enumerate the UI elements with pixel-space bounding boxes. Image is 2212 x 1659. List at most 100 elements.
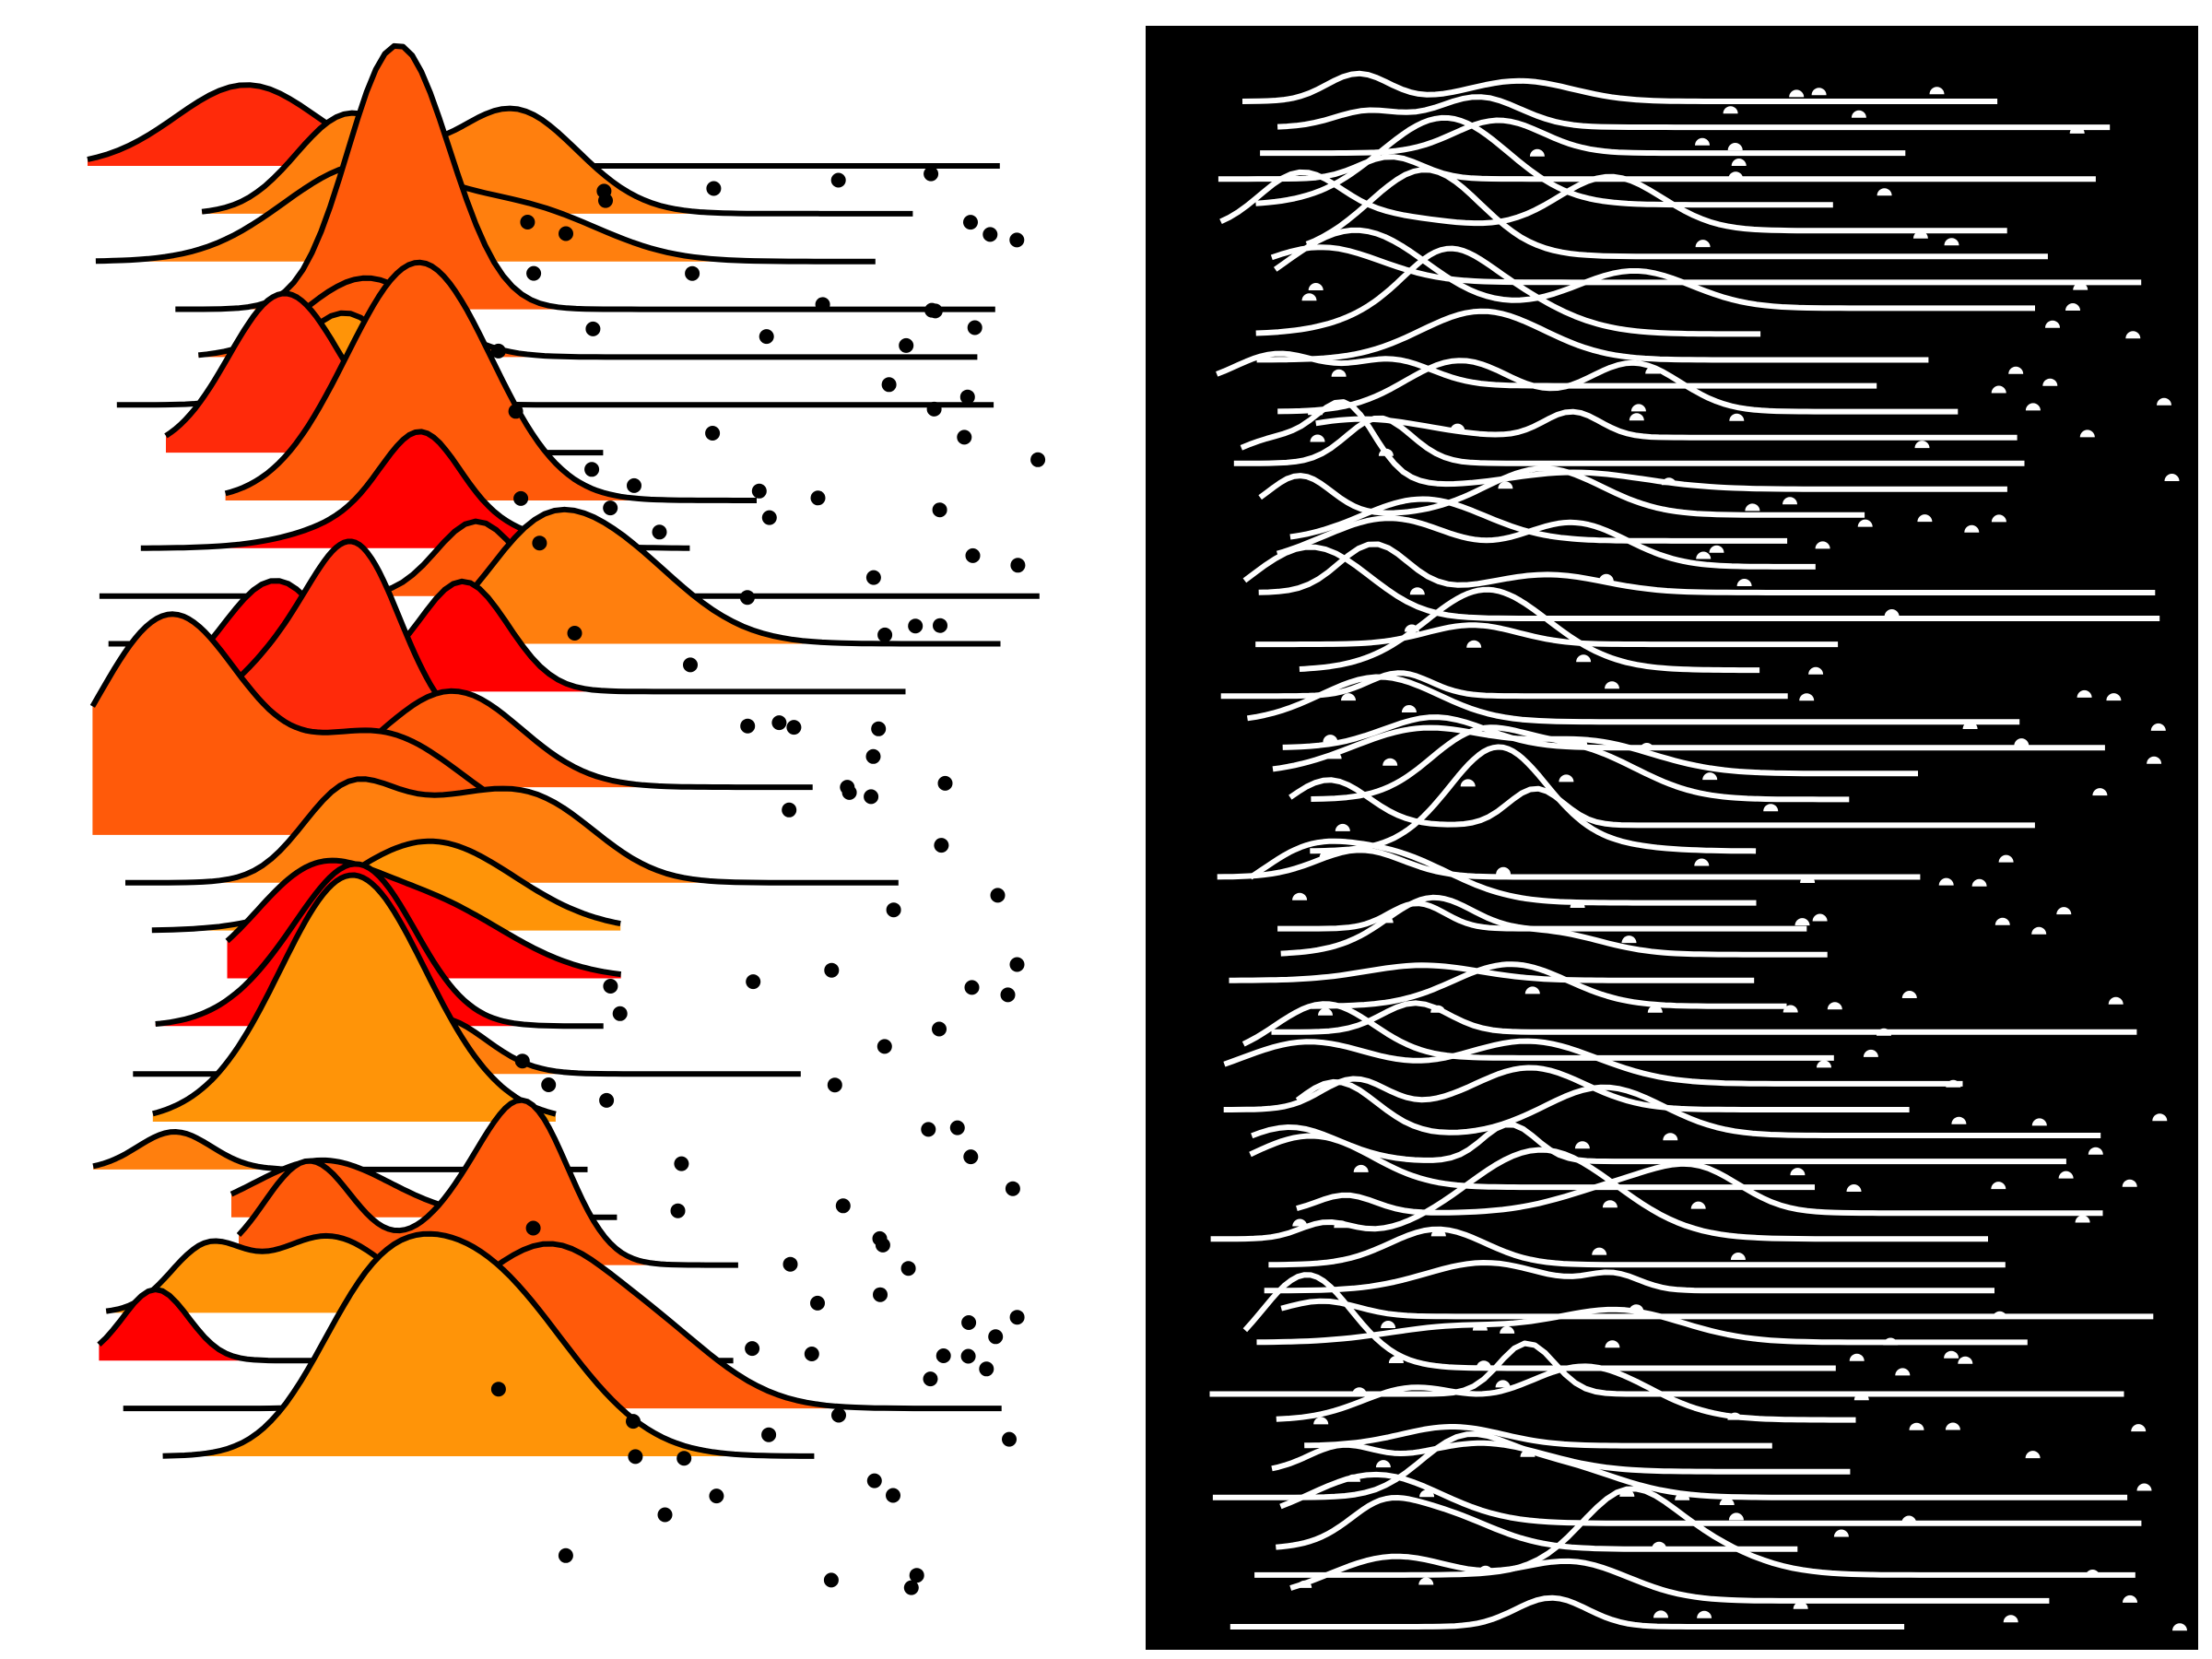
right-dot (1696, 551, 1712, 559)
right-dot (1695, 137, 1710, 146)
left-dot (782, 1256, 798, 1272)
left-dot (830, 172, 846, 188)
right-dot (1991, 385, 2006, 394)
right-dot (1728, 171, 1744, 180)
left-dot (746, 974, 761, 990)
left-dot (759, 329, 774, 345)
right-ridge-line (1249, 838, 1757, 906)
right-ridge-line (1223, 1038, 1963, 1087)
left-ridge-outline (125, 776, 899, 886)
right-dot (1619, 1488, 1635, 1497)
right-dot (1794, 918, 1810, 926)
right-dot (1335, 823, 1350, 831)
right-dot (1472, 1323, 1488, 1331)
right-dot (1496, 866, 1512, 875)
right-dot (2106, 693, 2122, 701)
left-ridge-outline (155, 861, 604, 1030)
right-dot (1381, 1321, 1396, 1328)
right-dot (1917, 514, 1933, 523)
left-dot (677, 1451, 692, 1466)
right-dot (2122, 1179, 2137, 1187)
right-dot (2025, 403, 2041, 411)
right-dot (1353, 1164, 1369, 1172)
left-dot (567, 626, 582, 641)
right-dot (1653, 1610, 1668, 1618)
left-ridge-outline (95, 160, 876, 265)
right-dot (1574, 1141, 1590, 1149)
right-dot (1851, 110, 1866, 118)
right-ridge-line (1304, 1424, 1772, 1449)
right-ridge-line (1251, 1122, 2066, 1165)
right-dot (1964, 524, 1980, 533)
left-dot (810, 1295, 825, 1311)
right-ridgeline-panel (1209, 70, 2160, 1630)
right-dot (1378, 448, 1394, 456)
right-dot (2003, 1615, 2018, 1623)
right-dot (1308, 283, 1324, 290)
right-dot (1846, 1184, 1862, 1192)
right-dot (1520, 1449, 1535, 1457)
right-dot (1857, 519, 1873, 527)
left-dot (840, 780, 855, 795)
left-ridge-outline (123, 1241, 1002, 1412)
right-dot (1621, 935, 1637, 944)
right-dot (1466, 640, 1482, 648)
right-ridge-line (1219, 169, 2007, 234)
right-dot (1877, 1028, 1891, 1036)
right-ridge-line (1270, 244, 2142, 286)
right-dot (1912, 230, 1928, 239)
left-dot (520, 215, 535, 229)
right-dot (1570, 900, 1585, 908)
left-dot (584, 462, 600, 477)
right-dot (1401, 705, 1417, 712)
left-ridge-fill (152, 875, 556, 1122)
right-dot (1962, 722, 1978, 729)
left-ridge-outline (122, 578, 906, 695)
right-dot (1629, 413, 1644, 421)
left-dot (871, 721, 887, 736)
right-dot (1419, 1489, 1435, 1498)
left-dot (965, 547, 981, 563)
right-dot (1853, 1393, 1869, 1401)
right-dot (1790, 1168, 1806, 1176)
right-dot (1292, 1218, 1308, 1227)
right-dot (1998, 854, 2014, 863)
right-ridge-line (1277, 94, 2111, 131)
right-dot (1301, 293, 1317, 301)
right-dot (1944, 238, 1959, 246)
left-dot (740, 718, 756, 734)
right-dot-field (1292, 87, 2187, 1631)
right-ridge-line (1242, 544, 2160, 621)
right-dot (1895, 1368, 1911, 1376)
right-dot (1799, 693, 1815, 701)
left-dot (628, 1449, 643, 1465)
left-dot (603, 500, 618, 516)
right-dot (2045, 320, 2060, 328)
right-dot (1945, 1422, 1960, 1430)
right-ridge-line (1276, 1363, 1856, 1423)
left-dot (988, 1329, 1004, 1345)
right-dot (2031, 926, 2047, 935)
right-dot (1763, 804, 1779, 812)
right-dot (1647, 1005, 1663, 1013)
left-ridge-fill (175, 45, 995, 310)
right-dot (1727, 143, 1743, 150)
right-dot (1991, 1182, 2006, 1190)
left-dot (804, 1347, 819, 1361)
left-dot (709, 1488, 724, 1504)
right-dot (1341, 693, 1356, 701)
right-dot (1661, 477, 1677, 486)
left-dot (490, 1382, 506, 1397)
right-ridge-line (1282, 714, 2105, 751)
right-dot (1729, 413, 1745, 421)
left-dot (751, 483, 767, 499)
right-dot (1695, 240, 1711, 248)
left-dot (739, 590, 755, 606)
left-dot (1000, 987, 1016, 1003)
right-dot (1951, 1116, 1967, 1124)
right-dot (2069, 125, 2085, 134)
left-dot (886, 902, 901, 918)
right-ridge-line (1289, 1553, 2050, 1604)
left-dot (1010, 558, 1026, 573)
left-dot-field (490, 166, 1046, 1595)
